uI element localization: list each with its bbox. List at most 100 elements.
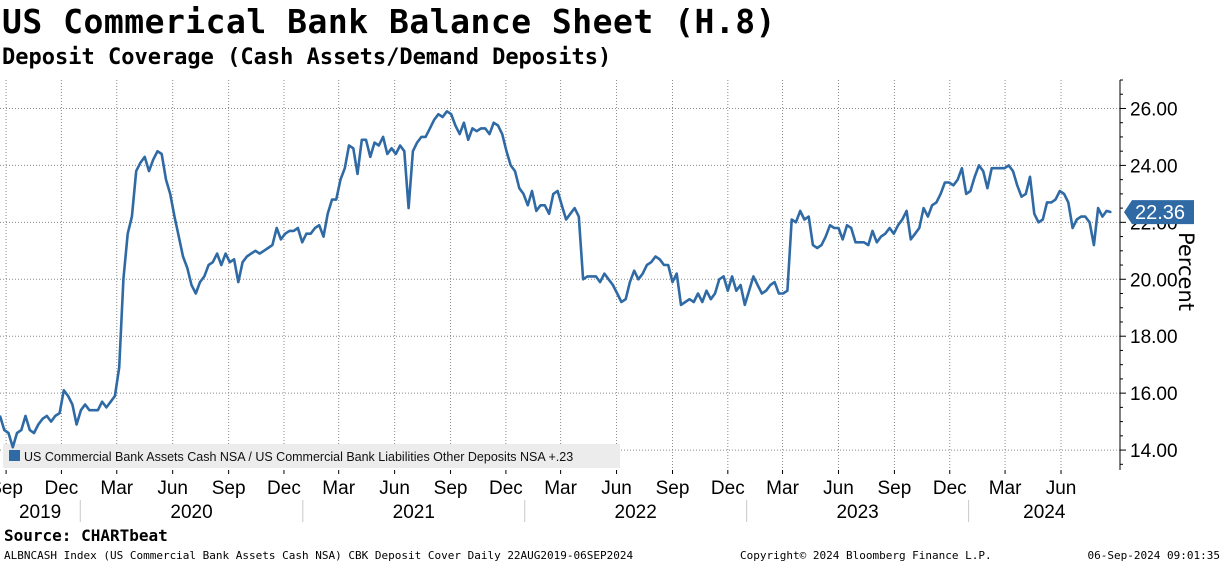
data-point: [1084, 215, 1087, 218]
data-point: [63, 389, 65, 392]
data-point: [505, 150, 508, 152]
data-point: [152, 158, 154, 161]
data-point: [927, 215, 929, 218]
data-point: [484, 127, 487, 130]
data-point: [80, 409, 82, 412]
data-point: [118, 366, 120, 369]
data-point: [126, 232, 129, 235]
data-point: [173, 215, 176, 218]
data-point: [160, 153, 163, 155]
data-point: [684, 301, 687, 303]
data-point: [348, 144, 350, 147]
x-tick-label: Jun: [601, 478, 632, 499]
data-point: [905, 210, 908, 212]
data-point: [467, 139, 470, 141]
data-point: [880, 235, 882, 238]
y-axis-title: Percent: [1174, 232, 1198, 312]
data-point: [561, 204, 563, 207]
data-point: [143, 156, 146, 158]
data-point: [846, 224, 848, 226]
x-year-label: 2022: [615, 502, 657, 523]
data-point: [680, 304, 682, 306]
data-point: [795, 221, 797, 224]
data-point: [3, 429, 6, 431]
data-point: [109, 400, 112, 403]
data-point: [956, 178, 959, 181]
data-point: [1007, 164, 1010, 167]
data-point: [224, 252, 227, 255]
data-point: [548, 213, 550, 215]
data-point: [199, 281, 201, 283]
data-point: [1029, 176, 1031, 178]
source-note: Source: CHARTbeat: [4, 526, 168, 545]
data-point: [569, 213, 572, 215]
data-point: [1080, 215, 1082, 218]
data-point: [663, 264, 665, 266]
chart-title: US Commerical Bank Balance Sheet (H.8): [2, 2, 776, 41]
data-point: [497, 124, 499, 127]
data-point: [454, 124, 457, 127]
x-tick-label: Mar: [766, 478, 799, 499]
data-point: [786, 289, 789, 292]
data-point: [799, 210, 801, 212]
data-point: [1012, 170, 1014, 172]
data-point: [403, 150, 406, 152]
footer-timestamp: 06-Sep-2024 09:01:35: [1087, 549, 1220, 562]
y-tick-label: 26.00: [1130, 99, 1178, 120]
data-point: [390, 147, 393, 150]
x-tick-label: Mar: [322, 478, 355, 499]
data-point: [714, 292, 716, 295]
data-point: [910, 238, 912, 241]
data-point: [1050, 201, 1053, 204]
x-tick-label: Jun: [823, 478, 854, 499]
data-point: [612, 284, 614, 286]
data-point: [169, 193, 171, 195]
data-point: [1063, 193, 1065, 195]
data-point: [552, 193, 555, 195]
data-point: [258, 252, 261, 255]
x-tick-label: Jun: [1046, 478, 1077, 499]
data-point: [965, 193, 967, 195]
data-point: [229, 261, 231, 264]
y-tick-label: 16.00: [1130, 384, 1178, 405]
data-point: [288, 230, 291, 232]
data-point: [24, 415, 27, 417]
data-point: [1101, 215, 1104, 218]
x-tick-label: Dec: [711, 478, 745, 499]
data-point: [1037, 221, 1040, 224]
data-point: [101, 400, 103, 403]
data-point: [812, 244, 814, 246]
data-point: [88, 409, 91, 412]
chart-subtitle: Deposit Coverage (Cash Assets/Demand Dep…: [2, 45, 612, 70]
data-point: [1097, 207, 1099, 209]
data-point: [97, 409, 99, 412]
data-point: [816, 247, 818, 249]
data-point: [1003, 167, 1006, 169]
data-point: [1033, 213, 1036, 215]
data-point: [990, 167, 993, 169]
data-point: [378, 144, 380, 147]
data-point: [339, 178, 342, 181]
data-point: [1067, 201, 1070, 204]
last-value-badge: 22.36: [1124, 200, 1194, 225]
data-point: [701, 301, 704, 303]
x-year-label: 2020: [170, 502, 212, 523]
data-point: [241, 261, 244, 264]
data-point: [829, 224, 831, 226]
data-point: [424, 136, 427, 138]
data-point: [41, 418, 44, 420]
data-point: [331, 198, 333, 201]
x-tick-label: Jun: [157, 478, 188, 499]
data-point: [37, 423, 40, 426]
data-point: [833, 227, 835, 229]
data-point: [790, 218, 793, 221]
data-point: [420, 136, 423, 138]
data-point: [156, 150, 159, 152]
data-point: [280, 238, 282, 241]
data-point: [292, 230, 295, 232]
data-point: [675, 272, 678, 275]
data-point: [944, 181, 946, 184]
data-point: [122, 278, 125, 281]
data-point: [271, 244, 274, 246]
